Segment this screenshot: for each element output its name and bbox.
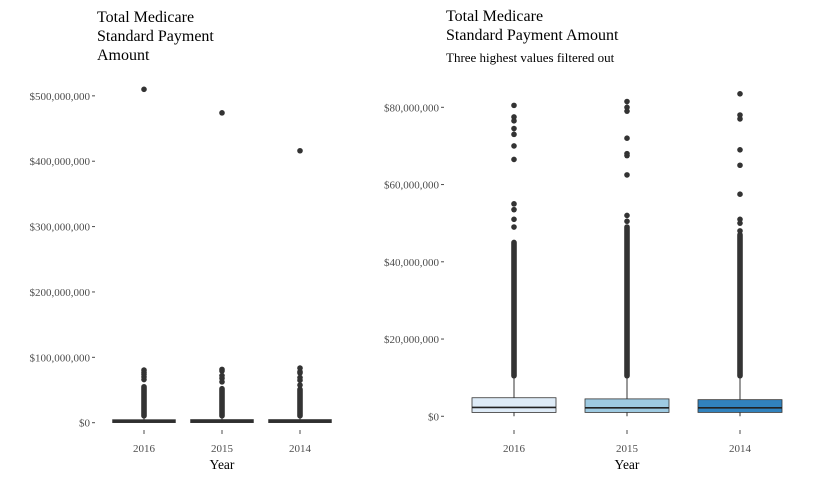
y-tick-label: $400,000,000 xyxy=(30,156,91,168)
x-tick-label: 2014 xyxy=(289,443,312,455)
outlier-band xyxy=(737,231,743,379)
x-tick-label: 2014 xyxy=(729,443,752,455)
outlier-point xyxy=(737,146,743,153)
outlier-band xyxy=(297,386,303,419)
chart-right: Total Medicare Standard Payment Amount T… xyxy=(384,8,783,472)
outlier-point xyxy=(737,216,743,223)
outlier-point xyxy=(511,125,517,132)
outlier-point xyxy=(219,379,225,385)
outlier-point xyxy=(297,147,303,154)
chart-right-subtitle: Three highest values filtered out xyxy=(446,50,615,65)
chart-left-title-line-3: Amount xyxy=(97,47,150,64)
outlier-point xyxy=(141,376,147,383)
outlier-point xyxy=(624,98,630,105)
y-tick-label: $200,000,000 xyxy=(30,287,91,299)
chart-left-x-ticks: 2016 2015 2014 xyxy=(133,430,312,455)
chart-left-y-ticks: $0 $100,000,000 $200,000,000 $300,000,000 $4… xyxy=(30,91,95,430)
box-iqr xyxy=(584,398,670,413)
outlier-band xyxy=(219,385,225,419)
x-tick-label: 2015 xyxy=(211,443,234,455)
x-tick-label: 2015 xyxy=(616,443,639,455)
box-iqr xyxy=(697,399,783,413)
chart-right-title-line-1: Total Medicare xyxy=(446,8,543,25)
chart-left-title-line-2: Standard Payment xyxy=(97,28,214,45)
outlier-point xyxy=(737,116,743,122)
y-tick-label: $20,000,000 xyxy=(384,334,440,346)
y-tick-label: $100,000,000 xyxy=(30,352,91,364)
chart-right-x-ticks: 2016 2015 2014 xyxy=(503,430,752,455)
outlier-point xyxy=(624,135,630,142)
outlier-point xyxy=(511,114,517,120)
box-2016 xyxy=(471,102,557,417)
outlier-point xyxy=(737,112,743,118)
outlier-point xyxy=(511,156,517,163)
chart-left-boxes xyxy=(112,86,332,423)
outlier-point xyxy=(297,377,303,384)
chart-right-x-axis-label: Year xyxy=(615,457,640,472)
outlier-point xyxy=(624,152,630,159)
box-2014 xyxy=(268,147,332,423)
x-tick-label: 2016 xyxy=(133,443,156,455)
y-tick-label: $300,000,000 xyxy=(30,222,91,234)
outlier-point xyxy=(624,172,630,178)
outlier-point xyxy=(511,118,517,124)
x-tick-label: 2016 xyxy=(503,443,526,455)
box-2015 xyxy=(584,98,670,417)
outlier-point xyxy=(511,224,517,230)
y-tick-label: $500,000,000 xyxy=(30,91,91,103)
outlier-point xyxy=(624,104,630,111)
outlier-point xyxy=(737,191,743,198)
outlier-point xyxy=(511,201,517,207)
outlier-point xyxy=(297,370,303,376)
chart-right-y-ticks: $0 $20,000,000 $40,000,000 $60,000,000 $80,0… xyxy=(384,102,444,423)
outlier-point xyxy=(737,228,743,234)
outlier-point xyxy=(511,143,517,149)
y-tick-label: $0 xyxy=(79,418,91,430)
y-tick-label: $0 xyxy=(428,411,440,423)
outlier-point xyxy=(297,382,303,388)
chart-right-boxes xyxy=(471,90,783,417)
y-tick-label: $40,000,000 xyxy=(384,257,440,269)
outlier-point xyxy=(511,216,517,223)
outlier-point xyxy=(737,220,743,226)
outlier-point xyxy=(511,206,517,213)
chart-left-x-axis-label: Year xyxy=(210,457,235,472)
box-iqr xyxy=(471,397,557,413)
outlier-point xyxy=(219,368,225,374)
outlier-point xyxy=(141,86,147,93)
box-2015 xyxy=(190,110,254,423)
outlier-point xyxy=(511,102,517,109)
outlier-point xyxy=(737,90,743,97)
chart-left-title-line-1: Total Medicare xyxy=(97,9,194,26)
outlier-point xyxy=(737,162,743,169)
box-2016 xyxy=(112,86,176,423)
outlier-band xyxy=(511,239,517,379)
box-2014 xyxy=(697,90,783,417)
outlier-point xyxy=(624,108,630,114)
outlier-point xyxy=(511,131,517,138)
y-tick-label: $80,000,000 xyxy=(384,102,440,114)
y-tick-label: $60,000,000 xyxy=(384,180,440,192)
outlier-band xyxy=(141,383,147,419)
outlier-point xyxy=(624,212,630,219)
outlier-point xyxy=(624,218,630,225)
chart-right-title-line-2: Standard Payment Amount xyxy=(446,27,619,44)
outlier-point xyxy=(219,110,225,116)
outlier-band xyxy=(624,224,630,379)
chart-left: Total Medicare Standard Payment Amount $… xyxy=(30,9,332,472)
